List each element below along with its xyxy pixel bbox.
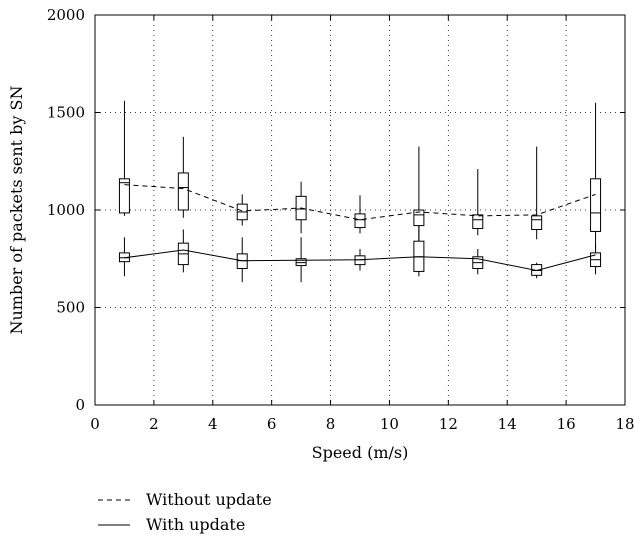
series-with-update <box>118 225 602 283</box>
axis-ticks <box>94 14 626 406</box>
x-tick-label: 4 <box>208 415 218 433</box>
box-iqr <box>472 214 484 230</box>
series-line-without-update <box>124 184 596 221</box>
plot-series <box>118 100 602 283</box>
y-tick-label: 0 <box>75 396 85 414</box>
x-tick-label: 10 <box>380 415 399 433</box>
legend-label-without-update: Without update <box>146 490 272 509</box>
x-tick-label: 16 <box>557 415 576 433</box>
y-tick-labels: 0 500 1000 1500 2000 <box>47 6 85 414</box>
box-iqr <box>590 178 602 232</box>
y-axis-title: Number of packets sent by SN <box>7 85 26 334</box>
x-axis-title: Speed (m/s) <box>312 443 409 462</box>
box-iqr <box>354 213 366 229</box>
x-tick-label: 6 <box>267 415 277 433</box>
y-tick-label: 2000 <box>47 6 85 24</box>
x-tick-label: 14 <box>498 415 517 433</box>
x-tick-label: 18 <box>615 415 634 433</box>
y-tick-label: 1500 <box>47 104 85 122</box>
legend-label-with-update: With update <box>146 515 245 534</box>
box-iqr <box>531 215 543 231</box>
legend: Without update With update <box>98 490 272 534</box>
x-tick-label: 2 <box>149 415 159 433</box>
y-tick-label: 500 <box>56 299 85 317</box>
x-tick-label: 12 <box>439 415 458 433</box>
x-tick-label: 0 <box>90 415 100 433</box>
box-iqr <box>118 178 130 214</box>
box-iqr <box>177 172 189 211</box>
series-line-with-update <box>124 249 596 271</box>
y-tick-label: 1000 <box>47 201 85 219</box>
x-tick-labels: 0 2 4 6 8 10 12 14 16 18 <box>90 415 634 433</box>
x-tick-label: 8 <box>326 415 336 433</box>
series-without-update <box>118 100 602 263</box>
